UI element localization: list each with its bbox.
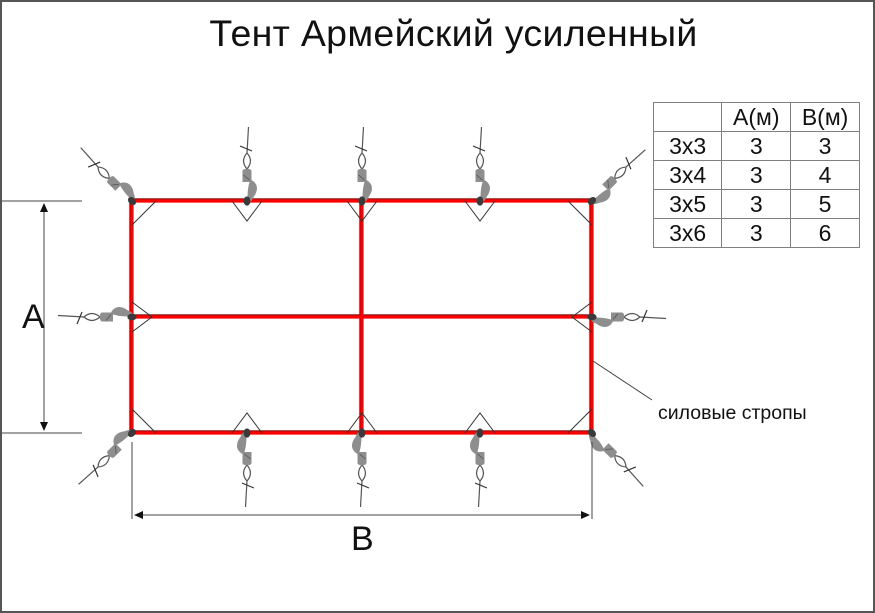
svg-text:B: B: [351, 520, 374, 558]
svg-text:A: A: [22, 298, 45, 336]
svg-text:силовые стропы: силовые стропы: [658, 402, 807, 424]
